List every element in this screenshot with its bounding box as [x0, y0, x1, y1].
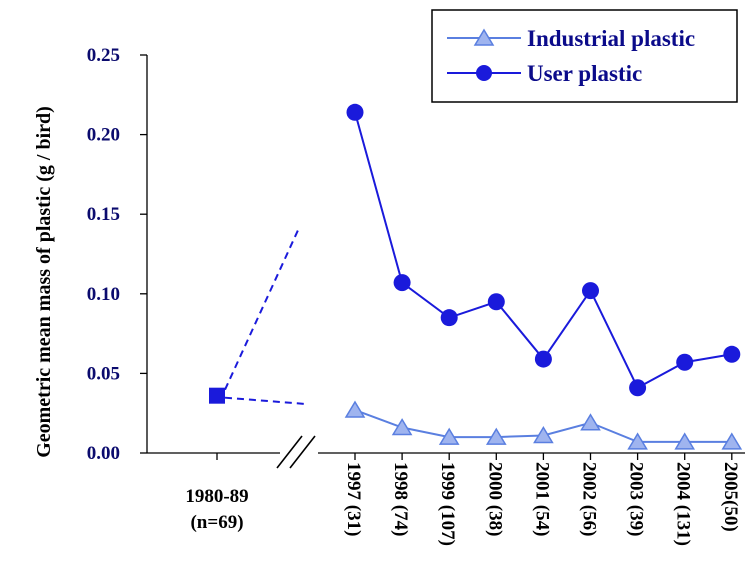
x-tick-label: 1998 (74) — [390, 462, 411, 536]
industrial-point — [344, 400, 366, 418]
user-point — [440, 309, 458, 327]
industrial-point — [721, 432, 743, 450]
industrial-point — [580, 413, 601, 431]
baseline-label: 1980-89 — [185, 486, 248, 507]
user-series-line — [354, 112, 732, 390]
y-axis-label: Geometric mean mass of plastic (g / bird… — [33, 106, 55, 458]
legend-industrial-marker — [473, 28, 495, 46]
x-tick-label: 2001 (54) — [531, 462, 552, 536]
user-point — [534, 350, 552, 368]
user-point — [629, 379, 647, 397]
x-tick-label: 2005(50) — [720, 462, 741, 532]
y-tick-label: 0.20 — [87, 125, 120, 146]
x-tick-label: 2000 (38) — [484, 462, 505, 536]
y-tick-label: 0.15 — [87, 204, 120, 225]
legend-box — [431, 9, 738, 103]
y-tick-label: 0.10 — [87, 284, 120, 305]
x-tick-label: 2003 (39) — [626, 462, 647, 536]
legend-user-label: User plastic — [527, 61, 642, 86]
x-tick-label: 1997 (31) — [343, 462, 364, 536]
axis-break-mark-1 — [276, 435, 303, 469]
y-tick-labels: 0.00 0.05 0.10 0.15 0.20 0.25 — [87, 45, 120, 464]
industrial-point — [627, 432, 648, 450]
legend-user-marker — [476, 65, 492, 81]
x-tick-label: 1999 (107) — [437, 462, 458, 546]
industrial-point — [485, 427, 507, 445]
legend-industrial-label: Industrial plastic — [527, 26, 695, 51]
user-point — [676, 353, 694, 371]
baseline-dash-up — [224, 227, 300, 391]
baseline-dash-down — [224, 396, 307, 405]
axis-break-mark-2 — [289, 435, 316, 469]
industrial-point — [438, 427, 460, 445]
user-point — [582, 282, 599, 300]
plot-area — [209, 103, 743, 450]
industrial-point — [674, 432, 696, 450]
x-tick-label: 2004 (131) — [673, 462, 694, 546]
user-point — [723, 345, 741, 363]
baseline-marker — [209, 387, 225, 404]
y-tick-label: 0.05 — [87, 363, 120, 384]
user-point — [346, 103, 364, 121]
y-tick-label: 0.25 — [87, 45, 120, 66]
x-tick-label: 2002 (56) — [579, 462, 600, 536]
x-tick-labels: 1980-89 (n=69) 1997 (31) 1998 (74) 1999 (107… — [185, 462, 740, 546]
user-point — [393, 274, 411, 292]
industrial-point — [391, 418, 413, 436]
legend: Industrial plastic User plastic — [431, 9, 738, 103]
y-tick-label: 0.00 — [87, 443, 120, 464]
baseline-sublabel: (n=69) — [190, 512, 243, 533]
axes — [140, 54, 745, 469]
user-point — [487, 293, 505, 311]
industrial-point — [533, 426, 554, 444]
